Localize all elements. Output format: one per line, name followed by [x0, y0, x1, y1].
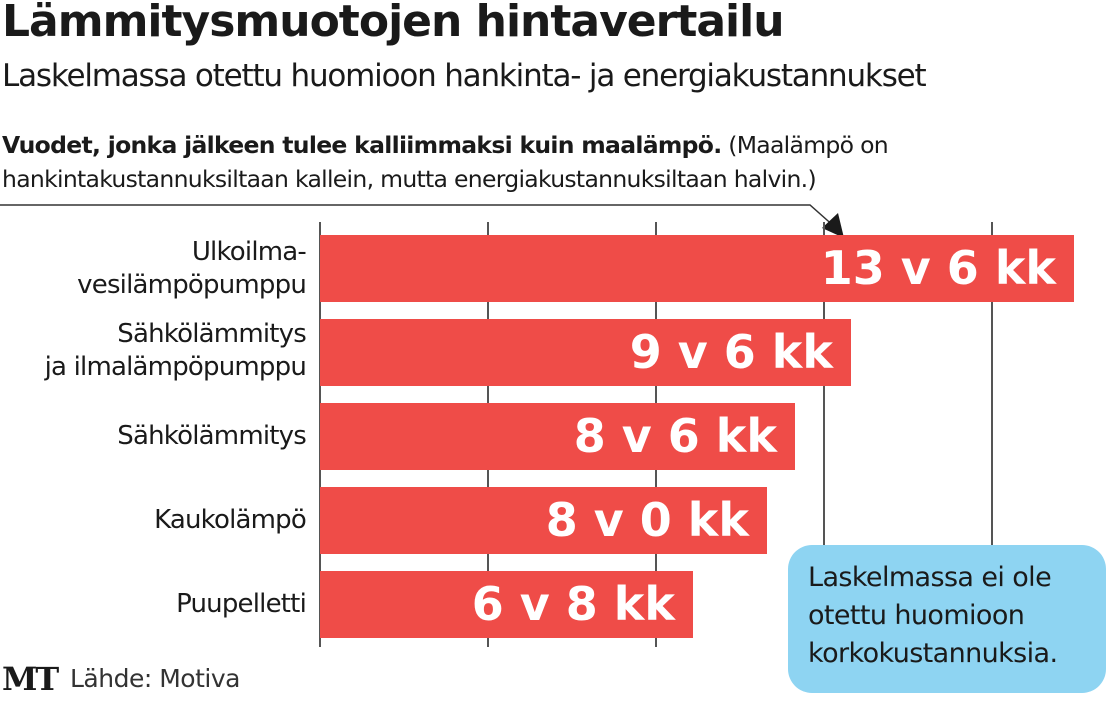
category-label: Ulkoilma- vesilämpöpumppu	[77, 237, 307, 300]
bar-value-label: 9 v 6 kk	[629, 324, 833, 379]
bar-puupelletti: 6 v 8 kk	[320, 571, 693, 638]
description-bold: Vuodet, jonka jälkeen tulee kalliimmaksi…	[2, 131, 722, 159]
bar-sahkolammitys: 8 v 6 kk	[320, 403, 795, 470]
bar-value-label: 6 v 8 kk	[471, 576, 675, 631]
bar-kaukolampo: 8 v 0 kk	[320, 487, 767, 554]
source-label: Lähde: Motiva	[70, 664, 240, 693]
category-label: Puupelletti	[176, 589, 307, 619]
description-normal: (Maalämpö on	[721, 131, 888, 159]
gridline-9	[823, 222, 825, 647]
description-line2: hankintakustannuksiltaan kallein, mutta …	[2, 165, 817, 193]
bar-ulkoilma-vesilampopumppu: 13 v 6 kk	[320, 235, 1074, 302]
category-label: Sähkölämmitys	[117, 421, 307, 451]
gridline-12	[991, 222, 993, 647]
bar-value-label: 13 v 6 kk	[820, 240, 1056, 295]
chart-description: Vuodet, jonka jälkeen tulee kalliimmaksi…	[2, 128, 889, 196]
chart-title: Lämmitysmuotojen hintavertailu	[2, 0, 785, 47]
note-box: Laskelmassa ei ole otettu huomioon korko…	[788, 545, 1106, 693]
bar-sahkolammitys-ja-ilmalampopumppu: 9 v 6 kk	[320, 319, 851, 386]
category-label: Sähkölämmitys ja ilmalämpöpumppu	[44, 319, 307, 382]
category-label: Kaukolämpö	[154, 505, 307, 535]
gridline-0	[319, 222, 321, 647]
bar-value-label: 8 v 6 kk	[573, 408, 777, 463]
chart-subtitle: Laskelmassa otettu huomioon hankinta- ja…	[2, 58, 927, 94]
bar-value-label: 8 v 0 kk	[545, 492, 749, 547]
mt-logo: MT	[2, 660, 59, 698]
